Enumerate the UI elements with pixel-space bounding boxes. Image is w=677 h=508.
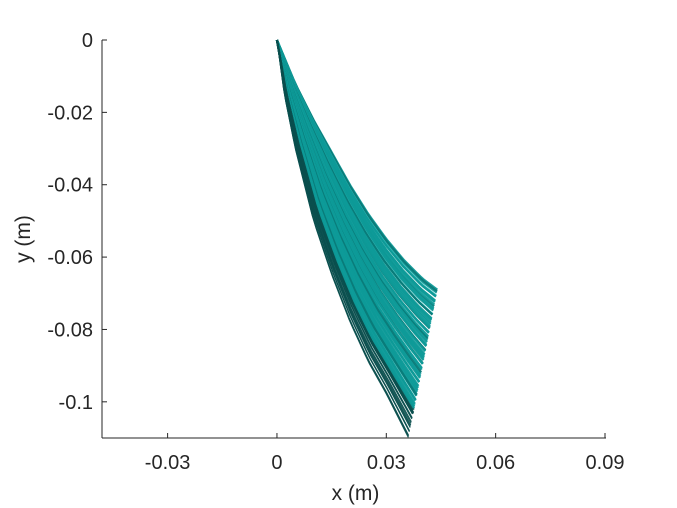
x-tick-label: -0.03 — [145, 452, 191, 474]
x-tick-label: 0.09 — [586, 452, 625, 474]
curve-family — [275, 39, 438, 438]
x-axis-ticks: -0.03 0 0.03 0.06 0.09 — [145, 433, 625, 474]
y-axis-label: y (m) — [12, 215, 35, 263]
y-tick-label: -0.08 — [47, 319, 93, 341]
y-axis-ticks: 0 -0.02 -0.04 -0.06 -0.08 -0.1 — [47, 30, 107, 414]
y-tick-label: -0.02 — [47, 102, 93, 124]
y-tick-label: -0.06 — [47, 247, 93, 269]
x-tick-label: 0 — [271, 452, 282, 474]
y-tick-label: -0.1 — [59, 392, 93, 414]
x-tick-label: 0.03 — [367, 452, 406, 474]
trajectory-curve — [276, 39, 411, 427]
y-tick-label: -0.04 — [47, 175, 93, 197]
x-tick-label: 0.06 — [476, 452, 515, 474]
y-tick-label: 0 — [82, 30, 93, 52]
x-axis-label: x (m) — [332, 482, 380, 505]
trajectory-curve — [276, 39, 409, 438]
